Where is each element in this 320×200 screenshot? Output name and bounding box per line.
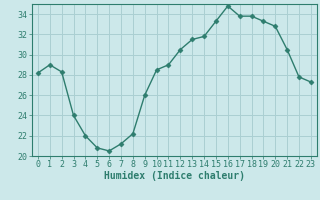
- X-axis label: Humidex (Indice chaleur): Humidex (Indice chaleur): [104, 171, 245, 181]
